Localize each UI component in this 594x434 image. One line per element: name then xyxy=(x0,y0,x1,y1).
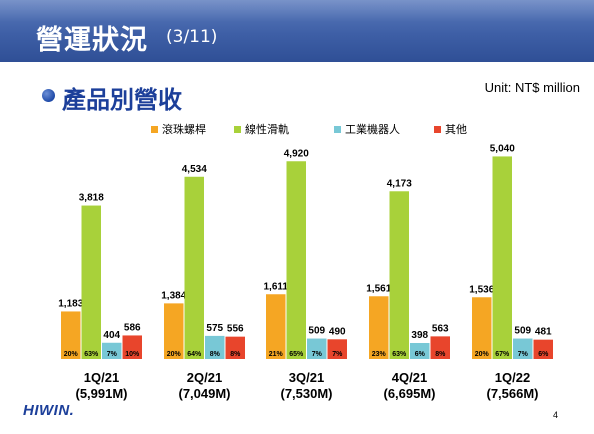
category-total-5: (7,566M) xyxy=(486,386,538,401)
value-label-q4-s1: 1,561 xyxy=(366,283,391,294)
category-total-3: (7,530M) xyxy=(280,386,332,401)
value-label-q1-s3: 404 xyxy=(103,330,120,341)
bar-q4-s3 xyxy=(410,343,430,359)
value-label-q2-s1: 1,384 xyxy=(161,290,186,301)
share-label-q3-s3: 7% xyxy=(312,351,323,358)
slide-title-sub: (3/11) xyxy=(166,27,218,47)
share-label-q1-s3: 7% xyxy=(107,351,118,358)
bar-q5-s4 xyxy=(533,339,553,359)
bar-q3-s2 xyxy=(286,161,306,359)
bar-q3-s3 xyxy=(307,338,327,359)
legend-label-1: 滾珠螺桿 xyxy=(162,122,206,136)
bar-q5-s3 xyxy=(513,338,533,359)
value-label-q2-s2: 4,534 xyxy=(182,164,207,175)
share-label-q5-s1: 20% xyxy=(475,351,490,358)
value-label-q5-s2: 5,040 xyxy=(490,143,515,154)
unit-label: Unit: NT$ million xyxy=(484,80,580,95)
bar-q3-s4 xyxy=(327,339,347,359)
share-label-q4-s1: 23% xyxy=(372,351,387,358)
value-label-q3-s1: 1,611 xyxy=(264,281,289,292)
bar-q5-s1 xyxy=(472,297,492,359)
share-label-q2-s3: 8% xyxy=(210,351,221,358)
bullet-dot-icon xyxy=(42,89,55,102)
category-total-2: (7,049M) xyxy=(178,386,230,401)
bar-q4-s1 xyxy=(369,296,389,359)
value-label-q1-s1: 1,183 xyxy=(58,298,83,309)
share-label-q1-s4: 10% xyxy=(125,351,140,358)
share-label-q1-s2: 63% xyxy=(84,351,99,358)
legend-label-4: 其他 xyxy=(445,123,467,136)
category-label-2: 2Q/21 xyxy=(187,370,222,385)
legend-swatch-3 xyxy=(334,126,341,133)
section-heading: 產品別營收 xyxy=(62,86,182,114)
bar-q1-s1 xyxy=(61,311,81,359)
bar-q4-s4 xyxy=(430,336,450,359)
share-label-q5-s4: 6% xyxy=(538,351,549,358)
page-number: 4 xyxy=(553,410,559,420)
bar-q2-s1 xyxy=(164,303,184,359)
bar-q2-s3 xyxy=(205,335,225,359)
value-label-q2-s3: 575 xyxy=(206,323,223,334)
share-label-q4-s4: 8% xyxy=(435,351,446,358)
value-label-q5-s4: 481 xyxy=(535,327,552,338)
share-label-q3-s1: 21% xyxy=(269,351,284,358)
share-label-q1-s1: 20% xyxy=(64,351,79,358)
value-label-q3-s3: 509 xyxy=(308,326,325,337)
category-label-5: 1Q/22 xyxy=(495,370,530,385)
category-label-1: 1Q/21 xyxy=(84,370,119,385)
share-label-q2-s2: 64% xyxy=(187,351,202,358)
value-label-q1-s4: 586 xyxy=(124,322,141,333)
legend-swatch-4 xyxy=(434,126,441,133)
value-label-q1-s2: 3,818 xyxy=(79,193,104,204)
value-label-q4-s3: 398 xyxy=(411,330,428,341)
share-label-q4-s2: 63% xyxy=(392,351,407,358)
title-bar: 營運狀況 (3/11) xyxy=(0,0,594,62)
share-label-q2-s1: 20% xyxy=(167,351,182,358)
value-label-q3-s2: 4,920 xyxy=(284,148,309,159)
legend-swatch-2 xyxy=(234,126,241,133)
slide-title: 營運狀況 xyxy=(36,25,148,56)
value-label-q5-s1: 1,536 xyxy=(469,284,494,295)
bar-q5-s2 xyxy=(492,156,512,359)
category-label-3: 3Q/21 xyxy=(289,370,324,385)
value-label-q2-s4: 556 xyxy=(227,324,244,335)
share-label-q5-s3: 7% xyxy=(518,351,529,358)
bar-q2-s4 xyxy=(225,336,245,359)
value-label-q4-s2: 4,173 xyxy=(387,178,412,189)
category-total-4: (6,695M) xyxy=(383,386,435,401)
share-label-q2-s4: 8% xyxy=(230,351,241,358)
category-total-1: (5,991M) xyxy=(75,386,127,401)
share-label-q3-s2: 65% xyxy=(289,351,304,358)
bar-q3-s1 xyxy=(266,294,286,359)
bar-q2-s2 xyxy=(184,176,204,359)
legend-swatch-1 xyxy=(151,126,158,133)
value-label-q3-s4: 490 xyxy=(329,326,346,337)
value-label-q5-s3: 509 xyxy=(514,326,531,337)
share-label-q4-s3: 6% xyxy=(415,351,426,358)
bar-q1-s2 xyxy=(81,205,101,359)
share-label-q5-s2: 67% xyxy=(495,351,510,358)
bar-q1-s3 xyxy=(102,342,122,359)
legend-label-2: 線性滑軌 xyxy=(245,122,289,136)
hiwin-logo: HIWIN. xyxy=(23,402,75,419)
bar-q4-s2 xyxy=(389,191,409,359)
value-label-q4-s4: 563 xyxy=(432,323,449,334)
bar-q1-s4 xyxy=(122,335,142,359)
title-bar-sheen xyxy=(0,0,594,22)
share-label-q3-s4: 7% xyxy=(332,351,343,358)
category-label-4: 4Q/21 xyxy=(392,370,427,385)
legend-label-3: 工業機器人 xyxy=(345,122,400,136)
